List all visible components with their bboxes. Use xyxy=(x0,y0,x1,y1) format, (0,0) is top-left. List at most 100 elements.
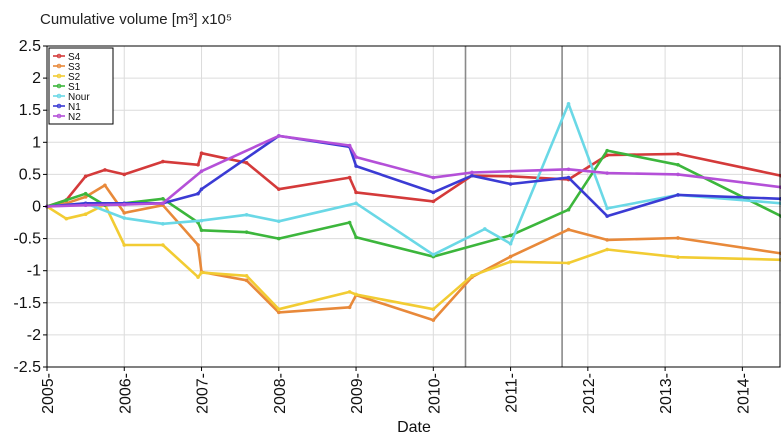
data-point-s4 xyxy=(122,172,127,177)
data-point-n2 xyxy=(276,134,281,138)
x-tick-label: 2010- xyxy=(426,373,443,414)
data-point-s4 xyxy=(161,159,165,164)
data-point-s3 xyxy=(122,211,127,215)
legend-label-n2: N2 xyxy=(68,112,81,123)
data-point-nour xyxy=(566,101,571,106)
y-tick-label: 2.5 xyxy=(19,38,41,55)
data-point-s1 xyxy=(244,230,249,234)
data-point-s3 xyxy=(431,318,436,322)
data-point-n2 xyxy=(122,202,127,207)
data-point-s2 xyxy=(122,243,127,247)
y-tick-label: 1 xyxy=(32,134,41,151)
data-point-n2 xyxy=(354,155,358,159)
data-point-nour xyxy=(605,206,609,211)
data-point-s4 xyxy=(199,151,204,156)
data-point-s2 xyxy=(83,212,88,217)
data-point-s2 xyxy=(605,247,609,252)
data-point-s4 xyxy=(431,199,436,204)
data-point-n2 xyxy=(431,175,436,180)
data-point-n1 xyxy=(566,175,571,180)
data-point-n1 xyxy=(431,190,436,195)
data-point-s2 xyxy=(244,274,249,278)
data-point-n2 xyxy=(676,172,680,177)
y-tick-label: -1 xyxy=(27,263,41,280)
data-point-s1 xyxy=(276,236,281,241)
legend-label-s2: S2 xyxy=(68,72,81,83)
data-point-s1 xyxy=(566,207,571,212)
data-point-s2 xyxy=(566,261,571,265)
x-tick-label: 2013- xyxy=(658,373,675,414)
data-point-s4 xyxy=(244,161,249,165)
data-point-n1 xyxy=(605,214,609,218)
data-point-s1 xyxy=(354,235,358,240)
y-axis-ticks: 2.5 2 1.5 1 0.5 0 -0.5 -1 -1.5 -2 -2.5 xyxy=(13,38,47,376)
data-point-nour xyxy=(354,201,358,206)
chart-title: Cumulative volume [m³] x10⁵ xyxy=(40,11,232,28)
data-point-s4 xyxy=(676,152,680,156)
data-point-nour xyxy=(161,222,165,226)
legend-marker-s4 xyxy=(56,53,62,59)
data-point-s1 xyxy=(161,196,165,201)
legend-label-s1: S1 xyxy=(68,82,81,93)
data-point-s4 xyxy=(276,187,281,191)
legend-marker-s2 xyxy=(56,73,62,79)
x-tick-label: 2006- xyxy=(117,373,134,414)
data-point-n2 xyxy=(83,203,88,208)
y-tick-label: 1.5 xyxy=(19,102,41,119)
data-point-s3 xyxy=(347,305,352,310)
y-tick-label: -2 xyxy=(27,327,41,344)
y-tick-label: 0 xyxy=(32,199,41,216)
data-point-n2 xyxy=(161,201,165,206)
data-point-s4 xyxy=(103,168,107,172)
data-point-nour xyxy=(244,213,249,217)
y-tick-label: 2 xyxy=(32,70,41,87)
data-point-s2 xyxy=(676,255,680,260)
data-point-s2 xyxy=(354,292,358,297)
data-point-s2 xyxy=(431,307,436,312)
y-tick-label: -0.5 xyxy=(13,231,41,248)
data-point-s2 xyxy=(508,259,513,264)
legend-label-s4: S4 xyxy=(68,52,81,63)
data-point-nour xyxy=(122,216,127,220)
data-point-s2 xyxy=(276,307,281,312)
data-point-s1 xyxy=(676,162,680,167)
data-point-nour xyxy=(431,252,436,257)
data-point-n2 xyxy=(566,167,571,172)
data-point-s3 xyxy=(83,195,88,199)
legend-label-n1: N1 xyxy=(68,102,81,113)
series-line-nour xyxy=(46,102,781,256)
data-point-s1 xyxy=(605,148,609,153)
x-axis-label: Date xyxy=(397,419,431,436)
data-point-n2 xyxy=(199,169,204,173)
data-point-s3 xyxy=(196,243,200,247)
data-point-s4 xyxy=(83,174,88,179)
data-point-nour xyxy=(276,219,281,224)
data-point-s1 xyxy=(64,198,69,202)
data-point-nour xyxy=(483,227,487,231)
x-axis-ticks: 2005- 2006- 2007- 2008- 2009- 2010- 2011- 2012-… xyxy=(40,367,752,414)
data-point-s1 xyxy=(347,220,352,225)
data-point-s4 xyxy=(196,162,200,167)
data-point-s3 xyxy=(566,227,571,232)
data-point-n2 xyxy=(605,171,609,175)
data-point-s4 xyxy=(354,190,358,195)
x-tick-label: 2011- xyxy=(504,373,521,413)
data-point-s3 xyxy=(276,310,281,315)
y-tick-label: 0.5 xyxy=(19,166,41,183)
data-point-nour xyxy=(508,241,513,246)
series-line-s2 xyxy=(46,203,781,311)
data-point-s3 xyxy=(244,278,249,283)
y-tick-label: -1.5 xyxy=(13,295,41,312)
data-point-s2 xyxy=(199,270,204,275)
legend-marker-s3 xyxy=(56,63,62,69)
data-point-s1 xyxy=(83,191,88,196)
data-point-s2 xyxy=(347,290,352,294)
data-point-s1 xyxy=(508,233,513,238)
data-point-nour xyxy=(199,218,204,223)
series-line-n2 xyxy=(46,134,781,208)
vertical-markers xyxy=(464,46,563,367)
y-tick-label: -2.5 xyxy=(13,359,41,376)
data-point-s3 xyxy=(103,183,107,188)
